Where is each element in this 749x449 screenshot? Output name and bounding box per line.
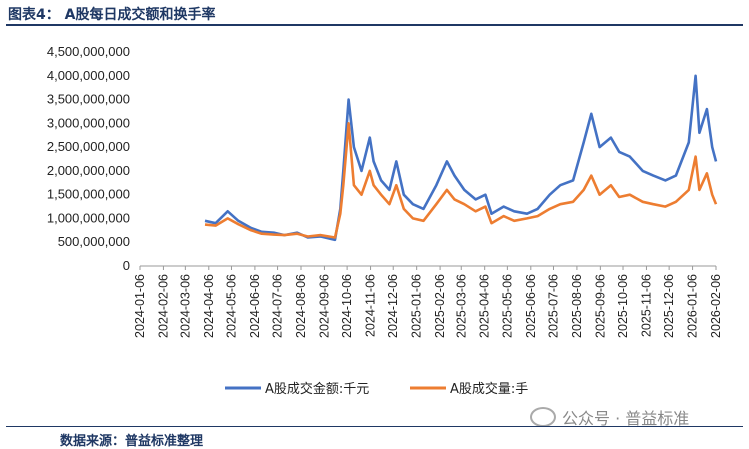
legend: A股成交金额:千元 A股成交量:手 xyxy=(225,381,528,397)
y-tick-label: 1,500,000,000 xyxy=(47,187,130,202)
x-tick-label: 2025-08-06 xyxy=(570,274,584,338)
x-tick-label: 2025-12-06 xyxy=(662,274,676,338)
title-rule xyxy=(6,24,743,26)
x-tick-label: 2026-01-06 xyxy=(686,274,700,338)
x-tick-label: 2026-02-06 xyxy=(709,274,723,338)
x-tick-label: 2025-07-06 xyxy=(546,274,560,338)
x-tick-label: 2025-09-06 xyxy=(593,274,607,338)
x-tick-label: 2024-06-06 xyxy=(248,274,262,338)
x-tick-label: 2024-12-06 xyxy=(386,274,400,338)
x-tick-label: 2024-09-06 xyxy=(317,274,331,338)
x-tick-label: 2024-08-06 xyxy=(294,274,308,338)
figure-title: 图表4： A股每日成交额和换手率 xyxy=(8,7,216,23)
y-tick-label: 3,500,000,000 xyxy=(47,92,130,107)
x-tick-label: 2025-11-06 xyxy=(639,274,653,337)
x-tick-label: 2025-01-06 xyxy=(410,274,424,338)
y-tick-label: 1,000,000,000 xyxy=(47,210,130,225)
x-axis-ticks: 2024-01-06 2024-02-06 2024-03-06 2024-04-06… xyxy=(133,266,723,338)
x-tick-label: 2024-07-06 xyxy=(271,274,285,338)
x-tick-label: 2024-10-06 xyxy=(340,274,354,338)
y-tick-label: 4,000,000,000 xyxy=(47,68,130,83)
legend-label-amount: A股成交金额:千元 xyxy=(265,381,369,397)
x-tick-label: 2024-03-06 xyxy=(178,274,192,338)
x-tick-label: 2025-10-06 xyxy=(616,274,630,338)
series-line-amount xyxy=(204,74,718,242)
x-tick-label: 2025-05-06 xyxy=(500,274,514,338)
x-tick-label: 2024-01-06 xyxy=(133,274,147,338)
y-tick-label: 3,000,000,000 xyxy=(47,115,130,130)
y-tick-label: 4,500,000,000 xyxy=(47,44,130,59)
x-tick-label: 2024-02-06 xyxy=(156,274,170,338)
y-tick-label: 500,000,000 xyxy=(58,234,130,249)
x-tick-label: 2025-02-06 xyxy=(433,274,447,338)
x-tick-label: 2024-05-06 xyxy=(224,274,238,338)
series-line-volume xyxy=(204,122,718,239)
y-axis-ticks: 0 500,000,000 1,000,000,000 1,500,000,000 2,… xyxy=(47,44,130,273)
x-tick-label: 2025-03-06 xyxy=(454,274,468,338)
x-tick-label: 2025-06-06 xyxy=(524,274,538,338)
x-tick-label: 2024-04-06 xyxy=(202,274,216,338)
footer-rule xyxy=(6,426,743,427)
y-tick-label: 2,000,000,000 xyxy=(47,163,130,178)
y-tick-label: 0 xyxy=(123,258,130,273)
watermark-text: 公众号 · 普益标准 xyxy=(562,409,690,428)
y-tick-label: 2,500,000,000 xyxy=(47,139,130,154)
x-tick-label: 2025-04-06 xyxy=(478,274,492,338)
legend-label-volume: A股成交量:手 xyxy=(450,381,528,397)
series-lines xyxy=(204,74,718,242)
data-source: 数据来源：普益标准整理 xyxy=(60,434,204,449)
x-tick-label: 2024-11-06 xyxy=(364,274,378,337)
wechat-icon xyxy=(530,407,556,427)
